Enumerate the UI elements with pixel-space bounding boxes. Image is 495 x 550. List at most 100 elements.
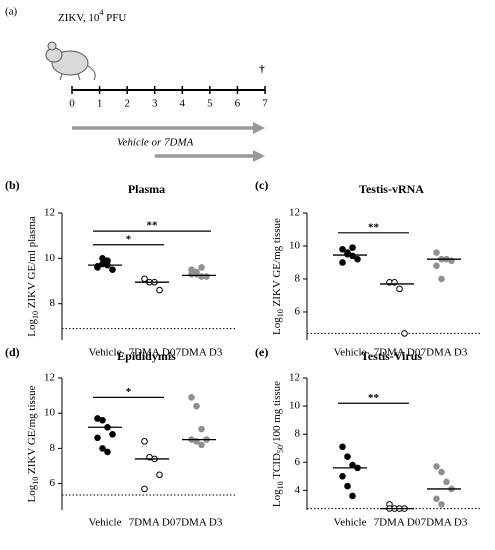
mouse-icon xyxy=(45,41,96,81)
y-tick-label: 6 xyxy=(295,456,301,468)
data-point xyxy=(354,255,361,263)
y-axis-label: Log10 TCID50/100 mg tissue xyxy=(271,381,286,507)
timeline-tick-label: 2 xyxy=(124,98,130,110)
significance-label: ** xyxy=(368,392,380,404)
chart-title: Plasma xyxy=(128,182,165,196)
timeline-tick-label: 5 xyxy=(207,98,213,110)
arrow-head xyxy=(253,122,265,134)
x-tick-label: 7DMA D0 xyxy=(374,517,421,529)
significance-label: ** xyxy=(147,220,159,232)
x-tick-label: Vehicle xyxy=(334,347,367,359)
chart-title: Testis-vRNA xyxy=(359,182,424,196)
x-tick-label: 7DMA D3 xyxy=(176,347,223,359)
data-point xyxy=(349,492,356,500)
data-point xyxy=(339,259,346,266)
y-tick-label: 10 xyxy=(44,252,56,264)
data-point xyxy=(344,453,351,460)
y-tick-label: 12 xyxy=(44,207,55,219)
infection-label: ZIKV, 104 PFU xyxy=(58,8,126,23)
text-part: 4 xyxy=(99,8,103,17)
x-tick-label: 7DMA D0 xyxy=(374,347,421,359)
y-tick-label: 8 xyxy=(50,442,56,454)
y-axis-label: Log10 ZIKV GE/mg tissue xyxy=(271,218,286,335)
data-point xyxy=(339,443,346,451)
y-tick-label: 8 xyxy=(295,428,301,440)
y-tick-label: 6 xyxy=(295,305,301,317)
arrow-head xyxy=(253,150,265,162)
y-tick-label: 8 xyxy=(295,273,301,285)
y-tick-label: 12 xyxy=(289,372,300,384)
text-part: Log xyxy=(26,319,38,337)
data-point xyxy=(433,495,440,503)
data-point xyxy=(433,249,440,256)
data-point xyxy=(99,416,106,424)
y-tick-label: 10 xyxy=(289,240,301,252)
data-point xyxy=(438,275,445,283)
data-point xyxy=(339,472,346,480)
data-point xyxy=(198,425,205,433)
x-tick-label: 7DMA D3 xyxy=(421,347,468,359)
x-tick-label: Vehicle xyxy=(89,347,122,359)
data-point xyxy=(344,250,351,258)
data-point xyxy=(104,257,111,264)
data-point xyxy=(99,445,106,452)
x-tick-label: Vehicle xyxy=(334,517,367,529)
timeline-tick-label: 1 xyxy=(97,98,103,110)
y-tick-label: 12 xyxy=(44,372,55,384)
data-point xyxy=(141,438,148,445)
x-tick-label: 7DMA D3 xyxy=(421,517,468,529)
data-point xyxy=(109,266,116,273)
data-point xyxy=(109,431,116,438)
data-point xyxy=(193,402,200,410)
text-part: Log xyxy=(26,484,38,502)
treatment-label: Vehicle or 7DMA xyxy=(117,137,194,149)
y-tick-label: 4 xyxy=(295,484,301,496)
text-part: 50 xyxy=(276,445,285,453)
timeline-tick-label: 4 xyxy=(180,98,186,110)
text-part: ZIKV GE/mg tissue xyxy=(271,218,283,309)
data-point xyxy=(349,244,356,251)
panel-label: (e) xyxy=(255,345,268,359)
data-point xyxy=(203,273,210,280)
text-part: 10 xyxy=(276,481,285,489)
panel-label: (c) xyxy=(255,178,268,192)
data-point xyxy=(104,448,111,456)
data-point xyxy=(94,434,101,442)
chart-title: Epididymis xyxy=(117,349,176,363)
x-tick-label: Vehicle xyxy=(89,517,122,529)
data-point xyxy=(156,286,163,294)
text-part: TCID xyxy=(271,453,283,481)
text-part: ZIKV GE/mg tissue xyxy=(26,385,38,476)
data-point xyxy=(396,285,403,293)
data-point xyxy=(438,501,445,508)
data-point xyxy=(433,463,440,470)
x-tick-label: 7DMA D0 xyxy=(129,347,176,359)
chart-title: Testis-Virus xyxy=(361,349,422,363)
data-point xyxy=(433,262,440,270)
panel-label: (a) xyxy=(5,6,18,18)
y-tick-label: 6 xyxy=(50,477,56,489)
text-part: ZIKV GE/ml plasma xyxy=(26,216,38,311)
panel-label: (d) xyxy=(5,345,20,359)
data-point xyxy=(156,471,163,479)
significance-label: * xyxy=(126,386,132,398)
significance-label: ** xyxy=(368,221,380,233)
data-point xyxy=(188,394,195,401)
timeline-tick-label: 0 xyxy=(69,98,75,110)
significance-label: * xyxy=(126,233,132,245)
y-tick-label: 12 xyxy=(289,207,300,219)
y-tick-label: 10 xyxy=(289,400,301,412)
data-point xyxy=(438,468,445,476)
text-part: Log xyxy=(271,489,283,507)
data-point xyxy=(141,485,148,493)
data-point xyxy=(443,478,450,486)
text-part: 10 xyxy=(276,309,285,317)
data-point xyxy=(198,264,205,271)
data-point xyxy=(193,268,200,276)
data-point xyxy=(99,260,106,268)
panel-label: (b) xyxy=(5,178,20,192)
y-axis-label: Log10 ZIKV GE/mg tissue xyxy=(26,385,41,502)
y-tick-label: 8 xyxy=(50,297,56,309)
y-axis-label: Log10 ZIKV GE/ml plasma xyxy=(26,216,41,337)
